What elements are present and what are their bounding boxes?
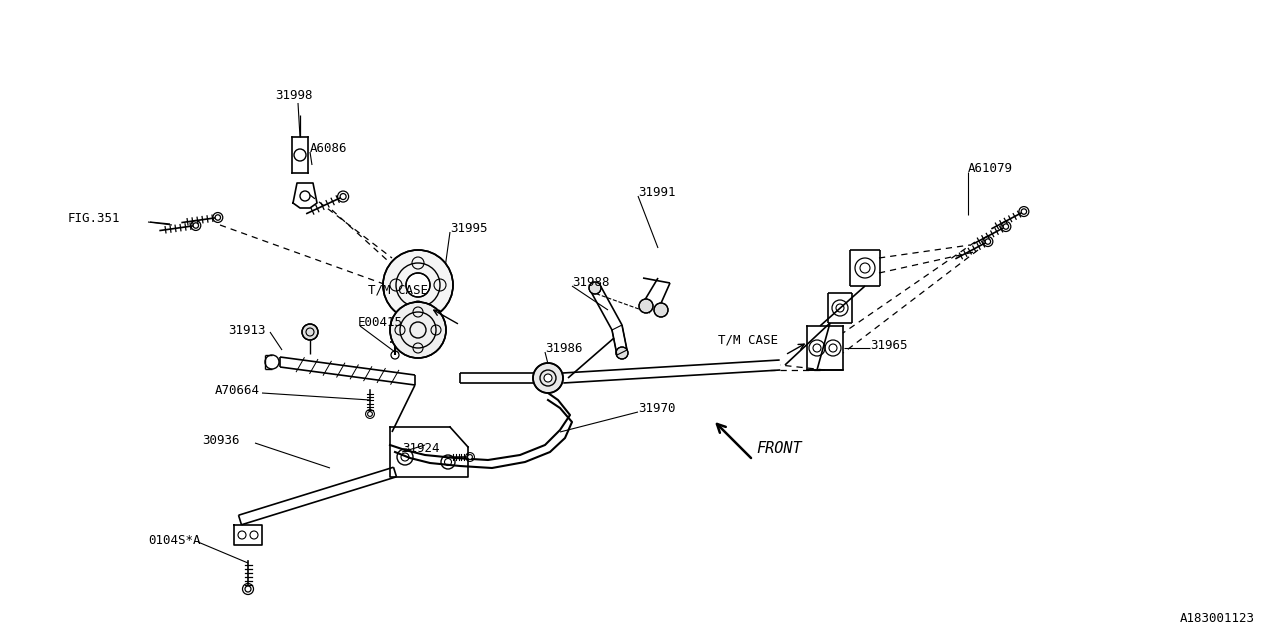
Text: A183001123: A183001123 — [1180, 612, 1254, 625]
Circle shape — [654, 303, 668, 317]
Text: 31924: 31924 — [402, 442, 439, 454]
Text: FIG.351: FIG.351 — [68, 211, 120, 225]
Text: 0104S*A: 0104S*A — [148, 534, 201, 547]
Circle shape — [215, 215, 220, 220]
Circle shape — [340, 193, 346, 200]
Circle shape — [383, 250, 453, 320]
Text: FRONT: FRONT — [756, 440, 801, 456]
Text: 31986: 31986 — [545, 342, 582, 355]
Text: T/M CASE: T/M CASE — [369, 284, 428, 296]
Circle shape — [406, 273, 430, 297]
Text: 31988: 31988 — [572, 275, 609, 289]
Circle shape — [467, 454, 472, 460]
Text: E00415: E00415 — [358, 316, 403, 328]
Circle shape — [302, 324, 317, 340]
Circle shape — [1021, 209, 1027, 214]
Circle shape — [367, 412, 372, 417]
Circle shape — [829, 344, 837, 352]
Text: A70664: A70664 — [215, 383, 260, 397]
Circle shape — [544, 374, 552, 382]
Circle shape — [244, 586, 251, 592]
Text: 31995: 31995 — [451, 221, 488, 234]
Text: 31991: 31991 — [637, 186, 676, 198]
Circle shape — [986, 239, 991, 244]
Text: A61079: A61079 — [968, 161, 1012, 175]
Circle shape — [532, 363, 563, 393]
Circle shape — [616, 347, 628, 359]
Text: 31970: 31970 — [637, 401, 676, 415]
Text: T/M CASE: T/M CASE — [718, 333, 778, 346]
Text: 31998: 31998 — [275, 88, 312, 102]
Circle shape — [589, 282, 602, 294]
Circle shape — [813, 344, 820, 352]
Text: 31965: 31965 — [870, 339, 908, 351]
Circle shape — [1004, 224, 1009, 229]
Circle shape — [193, 223, 198, 228]
Text: A6086: A6086 — [310, 141, 347, 154]
Text: 30936: 30936 — [202, 433, 239, 447]
Circle shape — [639, 299, 653, 313]
Text: 31913: 31913 — [228, 323, 265, 337]
Circle shape — [390, 302, 445, 358]
